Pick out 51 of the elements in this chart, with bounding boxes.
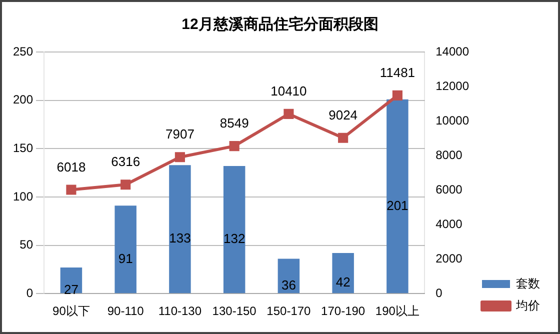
- point: [392, 90, 402, 101]
- chart-title: 12月慈溪商品住宅分面积段图: [182, 15, 378, 34]
- data-label: 42: [336, 274, 350, 290]
- y-tick-label: 0: [26, 286, 34, 300]
- data-label: 201: [386, 198, 408, 213]
- point: [284, 108, 294, 119]
- y2-tick-label: 10000: [436, 113, 470, 128]
- y-tick-label: 200: [12, 92, 34, 107]
- point: [229, 141, 240, 152]
- point: [338, 132, 348, 143]
- y-tick-label: 100: [12, 189, 34, 204]
- data-label: 11481: [380, 65, 416, 80]
- data-label: 6316: [111, 154, 140, 170]
- point: [120, 180, 131, 190]
- y2-tick-label: 6000: [436, 182, 463, 196]
- y-tick-label: 250: [12, 44, 34, 58]
- legend-label: 均价: [515, 298, 540, 312]
- data-label: 9024: [328, 107, 358, 122]
- bar: [169, 165, 191, 294]
- y-tick-label: 50: [20, 238, 34, 252]
- x-tick-label: 90-110: [107, 304, 144, 318]
- data-label: 8549: [220, 116, 249, 131]
- y2-tick-label: 4000: [436, 216, 463, 231]
- data-label: 133: [169, 230, 191, 246]
- x-tick-label: 150-170: [266, 304, 312, 318]
- x-tick-label: 110-130: [158, 304, 202, 318]
- bar: [332, 253, 354, 294]
- y2-tick-label: 2000: [436, 251, 463, 266]
- x-tick-label: 170-190: [321, 304, 366, 318]
- data-label: 10410: [270, 84, 307, 99]
- point: [174, 152, 185, 162]
- x-tick-label: 90以下: [52, 304, 90, 318]
- data-label: 7907: [165, 126, 194, 142]
- bar: [386, 99, 408, 294]
- y2-tick-label: 0: [436, 286, 443, 300]
- bar: [223, 166, 246, 294]
- x-tick-label: 190以上: [375, 304, 420, 318]
- point: [66, 184, 76, 195]
- legend-label: 套数: [516, 276, 540, 290]
- data-label: 36: [281, 278, 296, 293]
- y2-tick-label: 8000: [436, 148, 463, 162]
- bar: [114, 206, 136, 294]
- y-tick-label: 150: [12, 140, 34, 155]
- data-label: 6018: [56, 159, 86, 174]
- bar: [60, 268, 82, 294]
- y2-tick-label: 12000: [436, 78, 470, 93]
- data-label: 91: [118, 250, 133, 266]
- y2-tick-label: 14000: [436, 44, 470, 58]
- data-label: 27: [64, 282, 78, 297]
- x-tick-label: 130-150: [212, 304, 257, 318]
- data-label: 132: [223, 231, 246, 246]
